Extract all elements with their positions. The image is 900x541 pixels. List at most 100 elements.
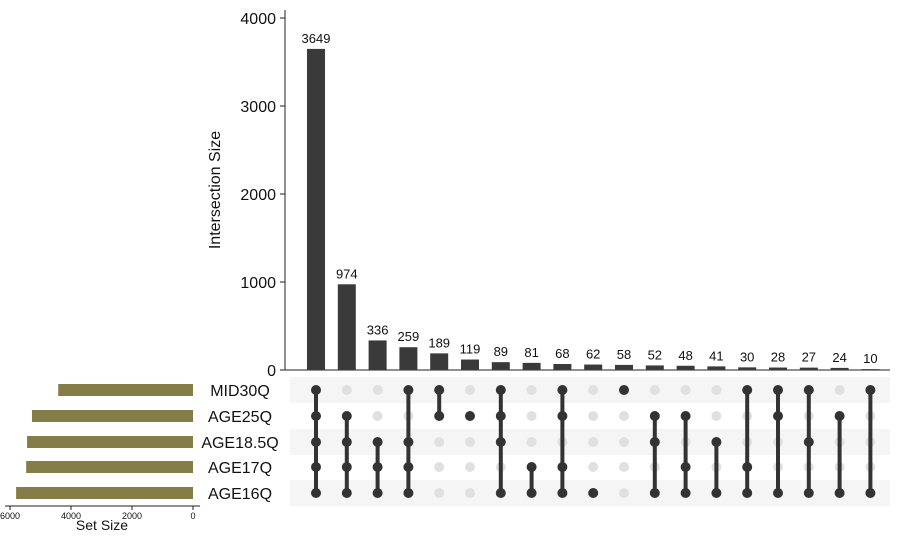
bar-value-label: 189	[428, 335, 450, 350]
matrix-dot-active	[742, 462, 753, 472]
matrix-dot-inactive	[588, 411, 599, 421]
matrix-dot-active	[465, 411, 475, 421]
matrix-dot-active	[803, 385, 814, 395]
set-axis-tick-label: 4000	[61, 511, 81, 521]
matrix-dot-active	[865, 488, 876, 498]
y-tick-label: 3000	[240, 99, 276, 116]
matrix-dot-inactive	[341, 385, 352, 395]
matrix-dot-active	[803, 488, 814, 498]
matrix-dot-active	[372, 462, 383, 472]
set-label: AGE25Q	[208, 409, 272, 426]
matrix-dot-inactive	[619, 437, 629, 447]
matrix-dot-active	[341, 411, 352, 421]
matrix-dot-active	[773, 488, 783, 498]
matrix-dot-active	[495, 411, 506, 421]
matrix-dot-inactive	[465, 437, 475, 447]
matrix-dot-active	[742, 488, 753, 498]
matrix-dot-active	[649, 437, 660, 447]
intersection-bar	[584, 364, 603, 370]
bar-value-label: 119	[460, 342, 481, 357]
intersection-bar	[337, 284, 356, 370]
matrix-dot-inactive	[588, 462, 599, 472]
matrix-dot-inactive	[588, 437, 599, 447]
matrix-dot-active	[588, 488, 599, 498]
matrix-dot-inactive	[465, 385, 475, 395]
matrix-dot-active	[403, 488, 414, 498]
y-tick-label: 1000	[240, 275, 276, 292]
set-size-bar	[58, 384, 193, 396]
intersection-bar	[553, 364, 572, 370]
matrix-dot-inactive	[372, 385, 383, 395]
matrix-dot-active	[865, 385, 876, 395]
set-axis-tick-label: 2000	[122, 511, 142, 521]
bar-value-label: 62	[586, 347, 600, 362]
matrix-dot-inactive	[526, 437, 537, 447]
intersection-bar	[769, 367, 787, 370]
matrix-dot-active	[711, 437, 722, 447]
y-tick-label: 4000	[240, 11, 276, 28]
matrix-dot-active	[403, 385, 414, 395]
intersection-bar	[491, 362, 510, 370]
matrix-dot-active	[311, 385, 321, 395]
set-size-bar	[26, 461, 194, 473]
matrix-dot-active	[341, 462, 352, 472]
intersection-bar	[368, 340, 387, 370]
y-tick-label: 2000	[240, 187, 276, 204]
bar-value-label: 89	[494, 344, 508, 359]
matrix-dot-active	[311, 462, 321, 472]
matrix-dot-active	[372, 437, 383, 447]
bar-value-label: 336	[367, 322, 389, 337]
bar-value-label: 81	[524, 345, 538, 360]
matrix-dot-inactive	[834, 385, 845, 395]
set-size-bar	[16, 487, 193, 499]
y-tick-label: 0	[267, 363, 276, 380]
matrix-dot-inactive	[372, 411, 383, 421]
matrix-dot-active	[495, 385, 506, 395]
bar-value-label: 41	[709, 348, 723, 363]
set-label: AGE16Q	[208, 486, 272, 503]
matrix-dot-active	[649, 411, 660, 421]
matrix-dot-active	[526, 488, 537, 498]
bar-value-label: 259	[398, 329, 420, 344]
bar-value-label: 24	[832, 350, 846, 365]
matrix-dot-inactive	[711, 411, 722, 421]
intersection-bar	[645, 365, 664, 370]
set-size-bar	[27, 436, 193, 448]
matrix-dot-inactive	[619, 488, 629, 498]
matrix-dot-active	[803, 437, 814, 447]
set-labels: MID30Q AGE25Q AGE18.5Q AGE17Q AGE16Q	[201, 383, 278, 503]
set-size-bar	[31, 410, 194, 422]
matrix-dot-inactive	[649, 385, 660, 395]
matrix-dot-inactive	[465, 462, 475, 472]
intersection-bars: 3649 974 336 259 189 119 89 81 68 62 58 52 48 41 30 28 2…	[302, 31, 880, 370]
matrix-dot-inactive	[619, 411, 629, 421]
matrix-dot-active	[311, 437, 321, 447]
intersection-bar	[707, 366, 726, 370]
matrix-dot-inactive	[526, 411, 537, 421]
matrix-dot-inactive	[434, 462, 445, 472]
matrix-dot-active	[557, 462, 568, 472]
matrix-dot-active	[773, 385, 783, 395]
intersection-bar	[461, 359, 479, 370]
intersection-bar	[399, 347, 418, 370]
matrix-dot-active	[341, 437, 352, 447]
intersection-bar	[738, 367, 757, 370]
matrix-dot-active	[680, 411, 691, 421]
set-axis-tick-label: 0	[190, 511, 195, 521]
matrix-dot-active	[773, 411, 783, 421]
matrix-dot-active	[834, 411, 845, 421]
set-size-bars	[16, 384, 194, 499]
matrix-dot-active	[372, 488, 383, 498]
intersection-bar	[676, 365, 695, 370]
matrix-dot-active	[557, 488, 568, 498]
matrix-dot-active	[742, 385, 753, 395]
intersection-bar	[615, 364, 633, 370]
matrix-dot-active	[403, 462, 414, 472]
bar-value-label: 974	[336, 266, 358, 281]
intersection-bar	[307, 48, 325, 370]
matrix-dot-active	[619, 385, 629, 395]
matrix-dot-inactive	[434, 437, 445, 447]
matrix-dot-active	[680, 462, 691, 472]
matrix-dot-active	[341, 488, 352, 498]
